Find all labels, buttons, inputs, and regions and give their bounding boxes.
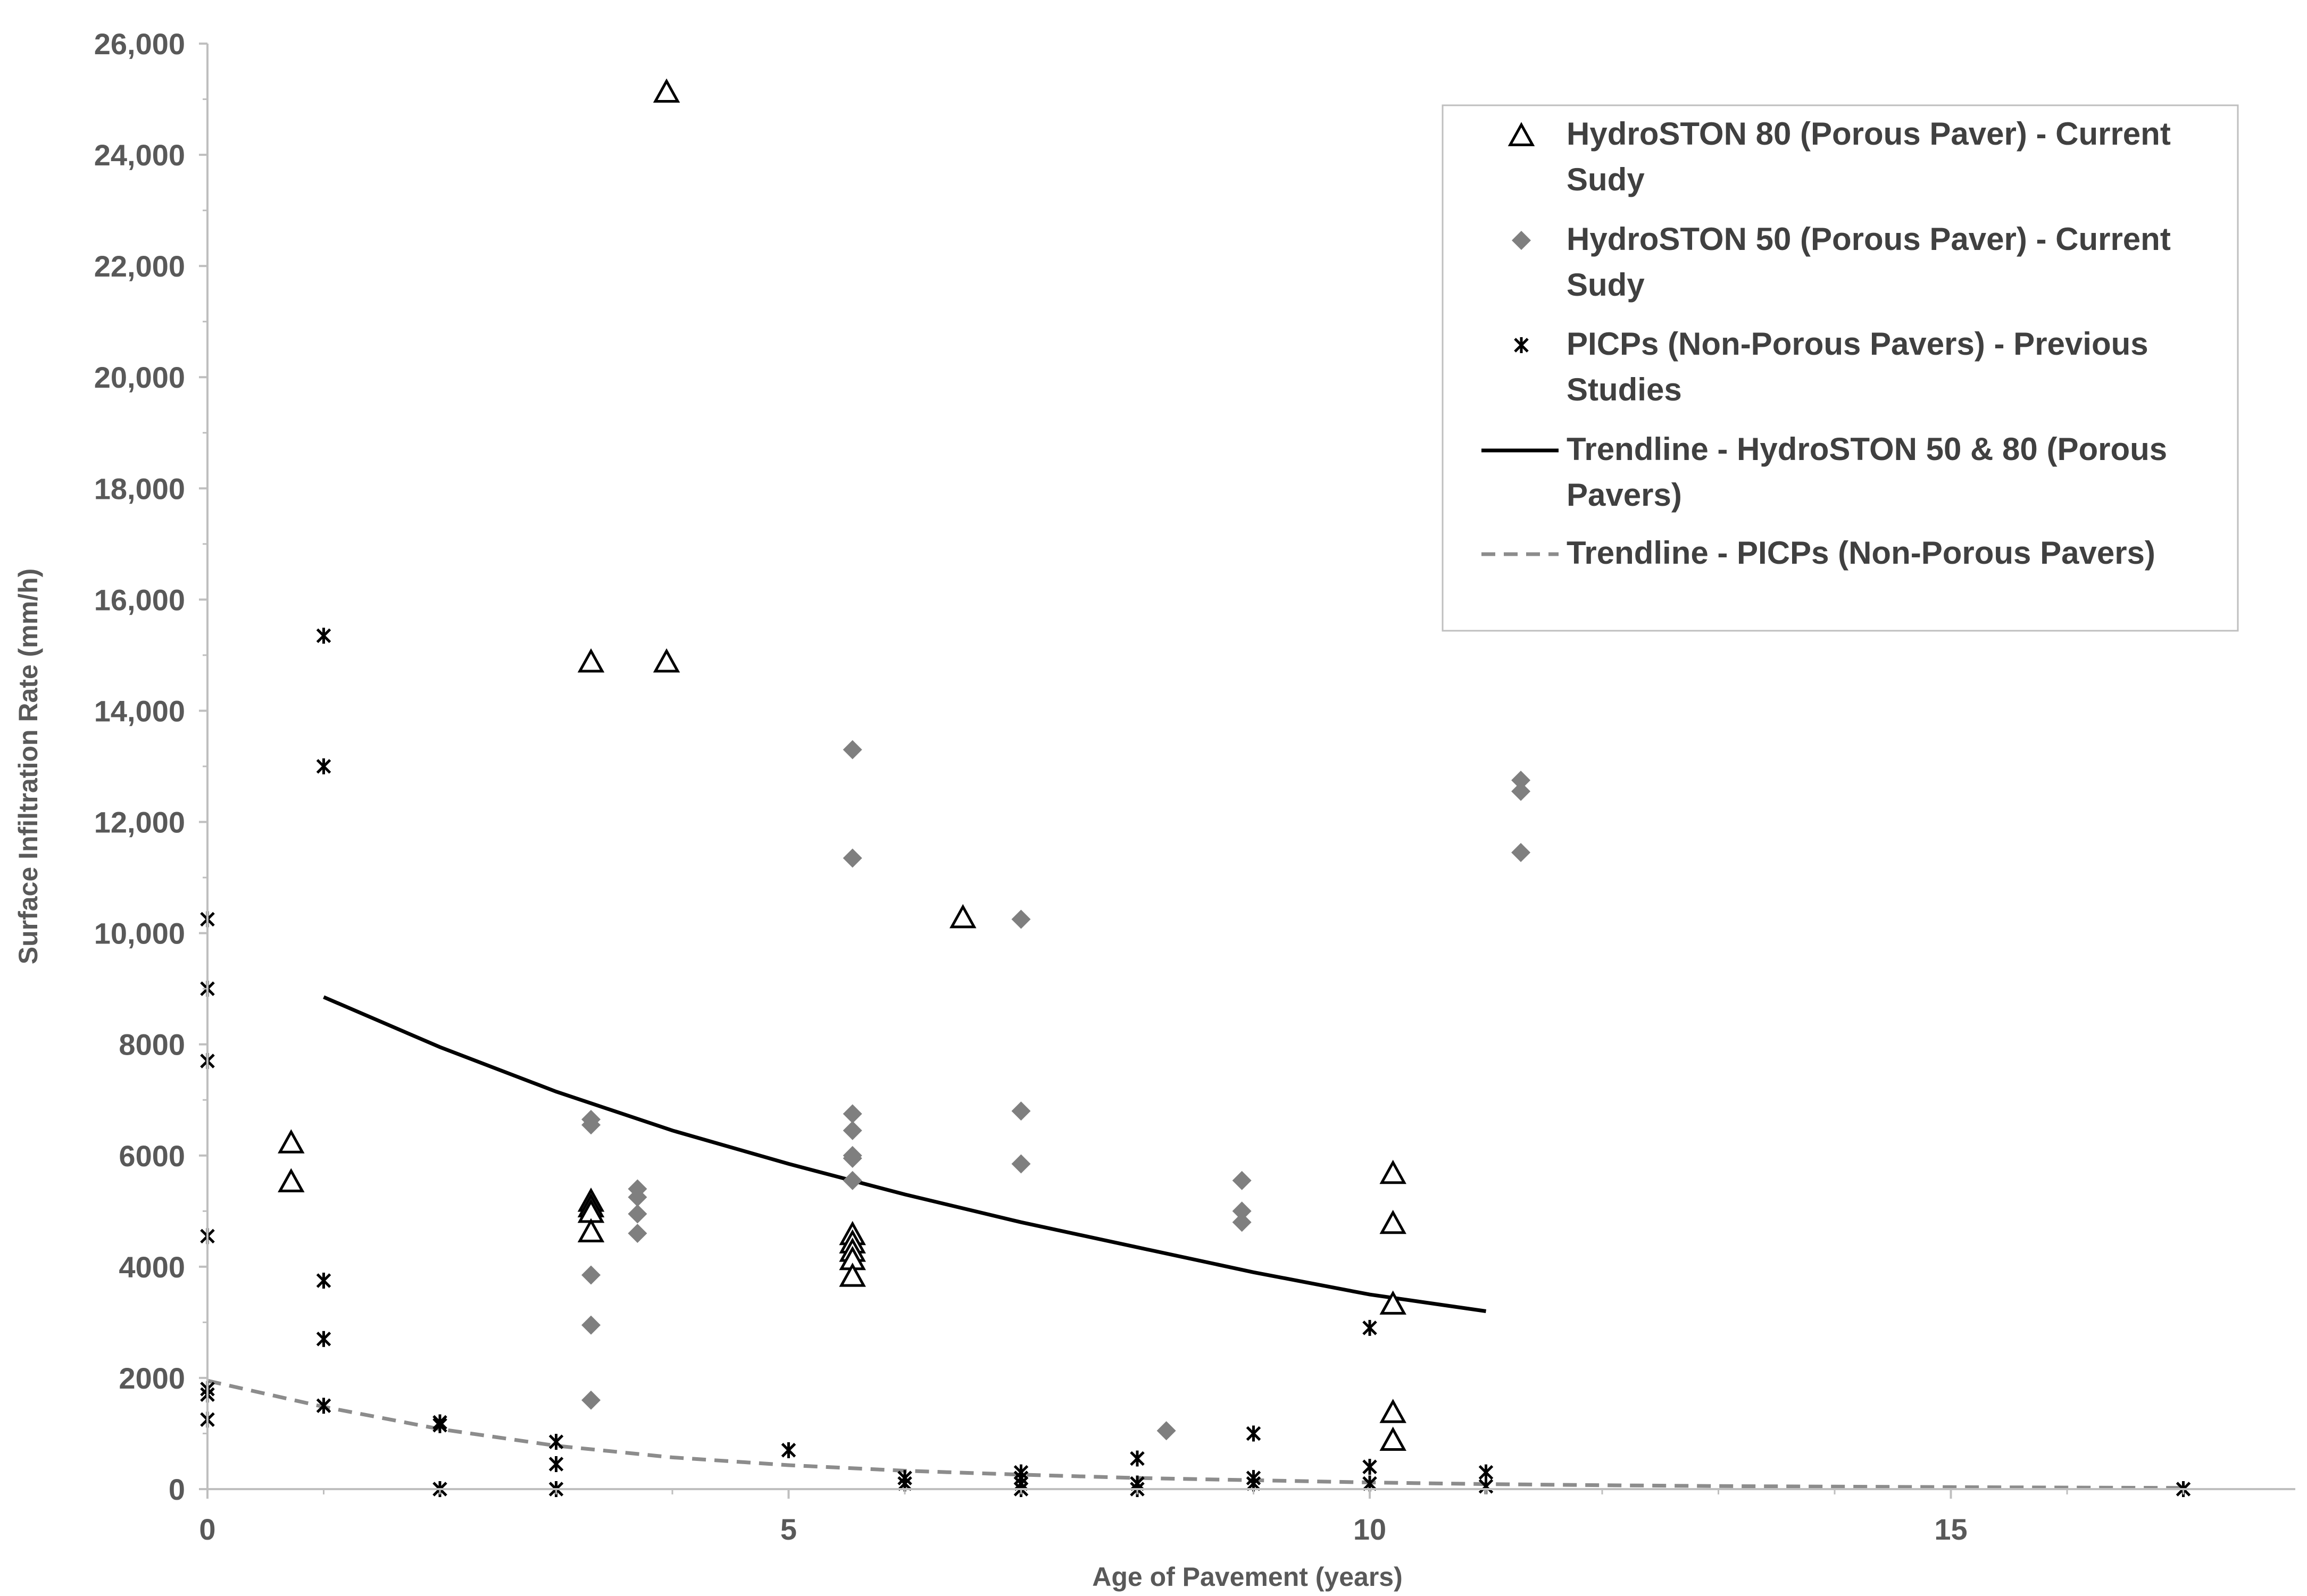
hydroston50-point (1232, 1201, 1252, 1221)
picp-point (1362, 1319, 1377, 1336)
hydroston50-point (628, 1224, 647, 1243)
hydroston50-point (1511, 843, 1531, 863)
hydroston80-point (278, 1129, 305, 1154)
hydroston80-series (278, 78, 1406, 1451)
hydroston50-point (1011, 909, 1031, 929)
legend-asterisk-icon (1514, 337, 1529, 353)
legend: HydroSTON 80 (Porous Paver) - Current Sud… (1442, 104, 2239, 632)
y-tick-label: 24,000 (94, 138, 185, 172)
y-tick-label: 10,000 (94, 917, 185, 950)
x-tick-label: 10 (1353, 1513, 1386, 1546)
hydroston80-point (839, 1263, 866, 1287)
y-tick-label: 22,000 (94, 249, 185, 283)
y-tick-label: 4000 (119, 1250, 185, 1284)
hydroston50-point (843, 848, 862, 868)
hydroston50-point (581, 1315, 601, 1335)
picp-point (316, 1272, 331, 1289)
hydroston50-point (1156, 1421, 1176, 1441)
trendline-porous-pavers (323, 995, 1486, 1313)
hydroston80-point (278, 1168, 305, 1192)
picp-point (548, 1434, 564, 1450)
picp-point (316, 758, 331, 774)
y-tick-label: 2000 (119, 1361, 185, 1395)
hydroston50-point (1511, 782, 1531, 801)
legend-box (1442, 104, 2239, 632)
y-axis-title: Surface Infiltration Rate (mm/h) (13, 569, 43, 965)
y-tick-label: 8000 (119, 1028, 185, 1062)
legend-label: HydroSTON 50 (Porous Paver) - Current Sud… (1567, 221, 2171, 303)
picp-point (1130, 1450, 1145, 1467)
hydroston50-point (843, 1121, 862, 1140)
x-tick-label: 0 (199, 1513, 215, 1546)
hydroston50-series (581, 740, 1531, 1441)
y-tick-label: 0 (169, 1473, 185, 1506)
picp-point (316, 1331, 331, 1347)
x-tick-label: 15 (1934, 1513, 1967, 1546)
picp-point (548, 1456, 564, 1472)
trendline-picps (207, 1378, 2184, 1490)
hydroston80-point (950, 904, 977, 929)
legend-entry: PICPs (Non-Porous Pavers) - Previous Stud… (1514, 326, 2148, 407)
hydroston50-point (581, 1265, 601, 1285)
hydroston50-point (843, 1104, 862, 1124)
hydroston80-point (653, 78, 680, 103)
hydroston50-point (843, 740, 862, 759)
picp-point (1362, 1459, 1377, 1475)
y-tick-label: 16,000 (94, 583, 185, 616)
hydroston80-point (1379, 1290, 1406, 1315)
legend-entry: Trendline - HydroSTON 50 & 80 (Porous Pav… (1481, 431, 2167, 513)
hydroston80-point (1379, 1209, 1406, 1234)
hydroston50-point (628, 1188, 647, 1207)
picp-point (432, 1417, 447, 1433)
legend-entry: Trendline - PICPs (Non-Porous Pavers) (1481, 535, 2155, 571)
hydroston80-point (1379, 1399, 1406, 1423)
picp-point (316, 628, 331, 644)
hydroston80-point (1379, 1426, 1406, 1451)
picp-point (1478, 1464, 1494, 1481)
y-tick-label: 12,000 (94, 806, 185, 839)
hydroston50-point (843, 1171, 862, 1190)
hydroston80-point (1379, 1159, 1406, 1184)
hydroston50-point (1232, 1171, 1252, 1190)
legend-triangle-icon (1508, 122, 1535, 146)
hydroston50-point (843, 1148, 862, 1168)
hydroston50-point (628, 1204, 647, 1224)
legend-label: Trendline - PICPs (Non-Porous Pavers) (1567, 535, 2155, 571)
picp-point (781, 1442, 796, 1458)
y-tick-label: 18,000 (94, 472, 185, 505)
picp-point (1246, 1425, 1261, 1442)
legend-entry: HydroSTON 50 (Porous Paver) - Current Sud… (1512, 221, 2171, 303)
picp-point (316, 1398, 331, 1414)
x-axis-ticks: 0 5 10 15 (199, 1489, 2184, 1546)
hydroston80-point (577, 1218, 605, 1242)
x-axis-title: Age of Pavement (years) (1092, 1562, 1403, 1592)
hydroston50-point (1232, 1213, 1252, 1232)
y-tick-label: 20,000 (94, 361, 185, 394)
y-tick-label: 6000 (119, 1139, 185, 1173)
x-tick-label: 5 (780, 1513, 797, 1546)
y-tick-label: 14,000 (94, 694, 185, 728)
hydroston50-point (1011, 1101, 1031, 1121)
legend-entry: HydroSTON 80 (Porous Paver) - Current Sud… (1508, 116, 2171, 197)
y-tick-label: 26,000 (94, 27, 185, 61)
hydroston50-point (581, 1115, 601, 1135)
hydroston50-point (581, 1390, 601, 1410)
hydroston80-point (653, 648, 680, 673)
legend-diamond-icon (1512, 231, 1531, 250)
picp-series (200, 628, 2191, 1497)
hydroston50-point (1511, 771, 1531, 790)
legend-label: Trendline - HydroSTON 50 & 80 (Porous Pav… (1567, 431, 2167, 513)
legend-label: HydroSTON 80 (Porous Paver) - Current Sud… (1567, 116, 2171, 197)
y-axis-ticks: 0 2000 4000 6000 8000 10,000 12,000 14,000 16,00… (94, 27, 207, 1506)
hydroston50-point (1011, 1154, 1031, 1174)
legend-label: PICPs (Non-Porous Pavers) - Previous Stud… (1567, 326, 2148, 407)
hydroston80-point (577, 648, 605, 673)
